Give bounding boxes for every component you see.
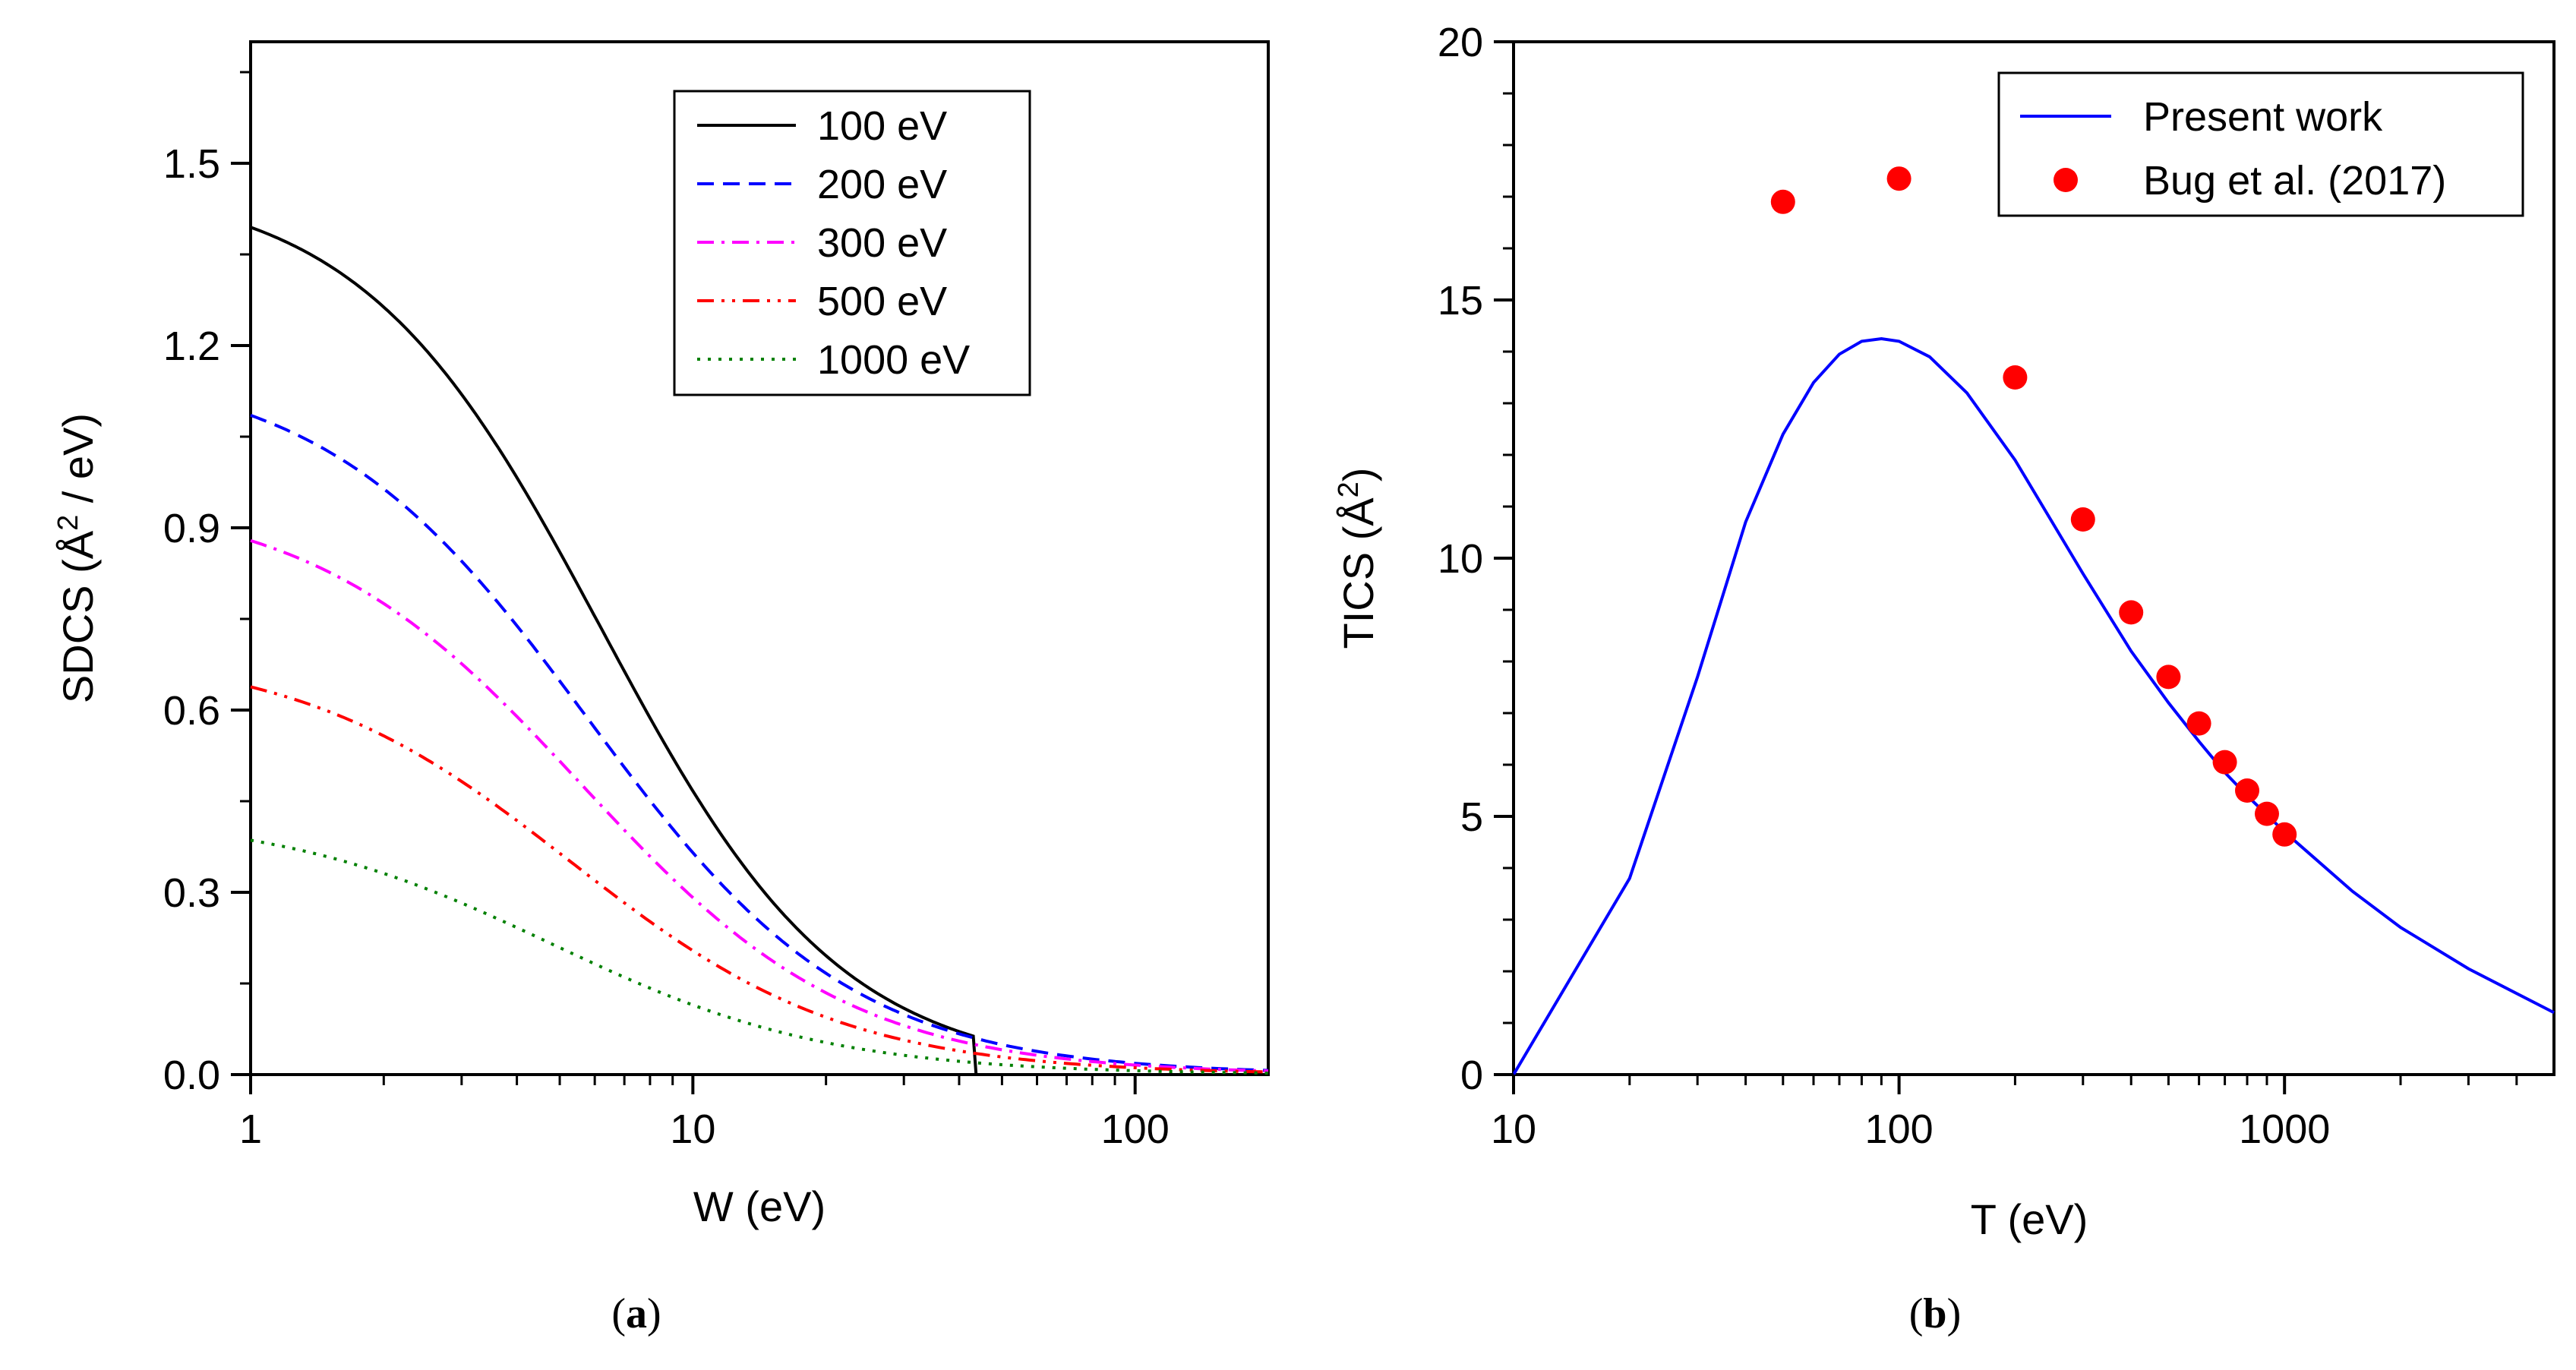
data-point-bug-2017 <box>2070 507 2095 532</box>
y-tick-label: 0.9 <box>163 506 220 551</box>
series-group-b <box>1512 166 2555 1076</box>
x-axis-label-a: W (eV) <box>693 1182 826 1230</box>
data-point-bug-2017 <box>2186 711 2211 736</box>
plot-frame-a <box>249 40 1270 1076</box>
legend-label-300-ev: 300 eV <box>817 220 947 266</box>
legend-label-500-ev: 500 eV <box>817 279 947 324</box>
data-point-bug-2017 <box>2003 365 2028 390</box>
data-point-bug-2017 <box>2235 778 2260 803</box>
series-line-300-ev <box>250 538 1269 1073</box>
y-tick-label: 1.2 <box>163 324 220 369</box>
data-point-bug-2017 <box>2156 664 2181 690</box>
legend-marker-bug-2017 <box>2054 168 2078 192</box>
y-axis-label-b: TICS (Å2) <box>1333 468 1382 649</box>
x-tick-label: 1 <box>239 1106 262 1152</box>
series-line-200-ev <box>250 414 1269 1072</box>
legend-label-1000-ev: 1000 eV <box>817 337 970 383</box>
legend-label-200-ev: 200 eV <box>817 162 947 207</box>
x-axis-label-b: T (eV) <box>1971 1195 2088 1243</box>
data-point-bug-2017 <box>1770 189 1795 214</box>
y-tick-label: 5 <box>1460 794 1483 840</box>
caption-b: (b) <box>1909 1290 1961 1337</box>
y-tick-label: 1.5 <box>163 141 220 187</box>
tick-labels-a: 1 10 100 0.0 0.3 0.6 0.9 1.2 1.5 <box>163 141 1170 1152</box>
x-tick-label: 100 <box>1865 1106 1934 1152</box>
series-line-1000-ev <box>250 838 1268 1075</box>
series-line-present-work <box>1512 336 2555 1076</box>
y-tick-label: 0 <box>1460 1053 1483 1098</box>
panel-b-tics-chart: 10 100 1000 0 5 10 15 20 T (eV) TICS (Å2) Prese… <box>1333 20 2555 1337</box>
legend-label-bug-2017: Bug et al. (2017) <box>2143 158 2446 204</box>
y-tick-label: 15 <box>1438 278 1483 324</box>
x-tick-label: 1000 <box>2239 1106 2330 1152</box>
legend-box-b <box>1997 71 2524 217</box>
y-tick-label: 0.6 <box>163 688 220 734</box>
y-tick-label: 0.0 <box>163 1053 220 1098</box>
data-point-bug-2017 <box>2119 600 2144 625</box>
legend-b: Present work Bug et al. (2017) <box>1997 71 2524 217</box>
series-line-100-ev <box>250 226 982 1076</box>
panel-a-sdcs-chart: 1 10 100 0.0 0.3 0.6 0.9 1.2 1.5 W (eV) SDCS (Å2… <box>52 40 1270 1337</box>
y-tick-label: 0.3 <box>163 870 220 916</box>
y-tick-label: 10 <box>1438 536 1483 582</box>
data-point-bug-2017 <box>2254 801 2279 826</box>
y-axis-label-a: SDCS (Å2 / eV) <box>52 413 102 703</box>
series-group-a <box>250 226 1269 1076</box>
x-tick-label: 10 <box>670 1106 715 1152</box>
x-tick-label: 10 <box>1491 1106 1536 1152</box>
y-tick-label: 20 <box>1438 20 1483 65</box>
legend-a: 100 eV 200 eV 300 eV 500 eV 1000 eV <box>673 90 1031 396</box>
axis-ticks-a <box>231 71 1137 1094</box>
axis-ticks-b <box>1494 40 2518 1094</box>
series-line-500-ev <box>250 685 1269 1074</box>
x-tick-label: 100 <box>1101 1106 1170 1152</box>
data-point-bug-2017 <box>1886 166 1911 191</box>
legend-label-present-work: Present work <box>2143 94 2383 140</box>
legend-label-100-ev: 100 eV <box>817 103 947 149</box>
data-point-bug-2017 <box>2272 822 2297 847</box>
legend-entries-a: 100 eV 200 eV 300 eV 500 eV 1000 eV <box>697 103 970 383</box>
tick-labels-b: 10 100 1000 0 5 10 15 20 <box>1438 20 2330 1152</box>
data-point-bug-2017 <box>2212 750 2237 775</box>
caption-a: (a) <box>611 1290 661 1337</box>
